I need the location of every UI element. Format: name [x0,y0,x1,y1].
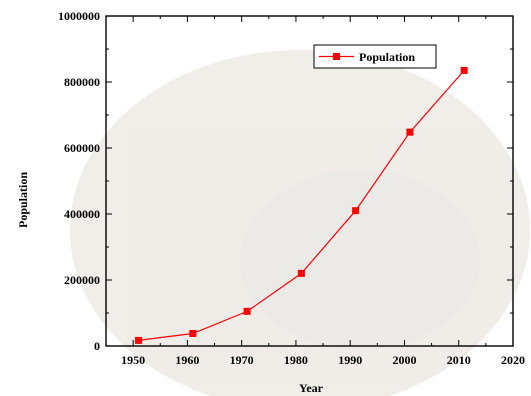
legend: Population [313,44,437,69]
y-tick-label: 400000 [64,207,100,221]
x-tick-label: 2000 [392,353,416,367]
data-point [243,307,251,315]
x-tick-label: 1970 [230,353,254,367]
axis-ticks [106,15,514,347]
y-tick-label: 600000 [64,141,100,155]
y-tick-label: 200000 [64,273,100,287]
data-point [297,269,305,277]
y-tick-label: 1000000 [58,9,100,23]
x-tick-label: 1950 [121,353,145,367]
legend-marker [333,53,340,60]
data-point [460,66,468,74]
x-tick-label: 1990 [338,353,362,367]
legend-label: Population [359,50,415,64]
data-point [406,128,414,136]
data-point [135,336,143,344]
legend-box [313,44,437,69]
y-axis-title: Population [16,172,30,228]
x-tick-label: 2010 [447,353,471,367]
y-tick-labels: 0 200000 400000 600000 800000 1000000 [58,9,100,353]
y-tick-label: 0 [94,339,100,353]
x-tick-label: 2020 [501,353,525,367]
series-layer [135,66,468,344]
y-tick-label: 800000 [64,75,100,89]
data-point [189,329,197,337]
x-tick-labels: 1950 1960 1970 1980 1990 2000 2010 2020 [121,353,525,367]
background-watermark [70,50,530,396]
data-point [352,207,360,215]
x-axis-title: Year [299,381,324,395]
x-tick-label: 1980 [284,353,308,367]
x-tick-label: 1960 [175,353,199,367]
